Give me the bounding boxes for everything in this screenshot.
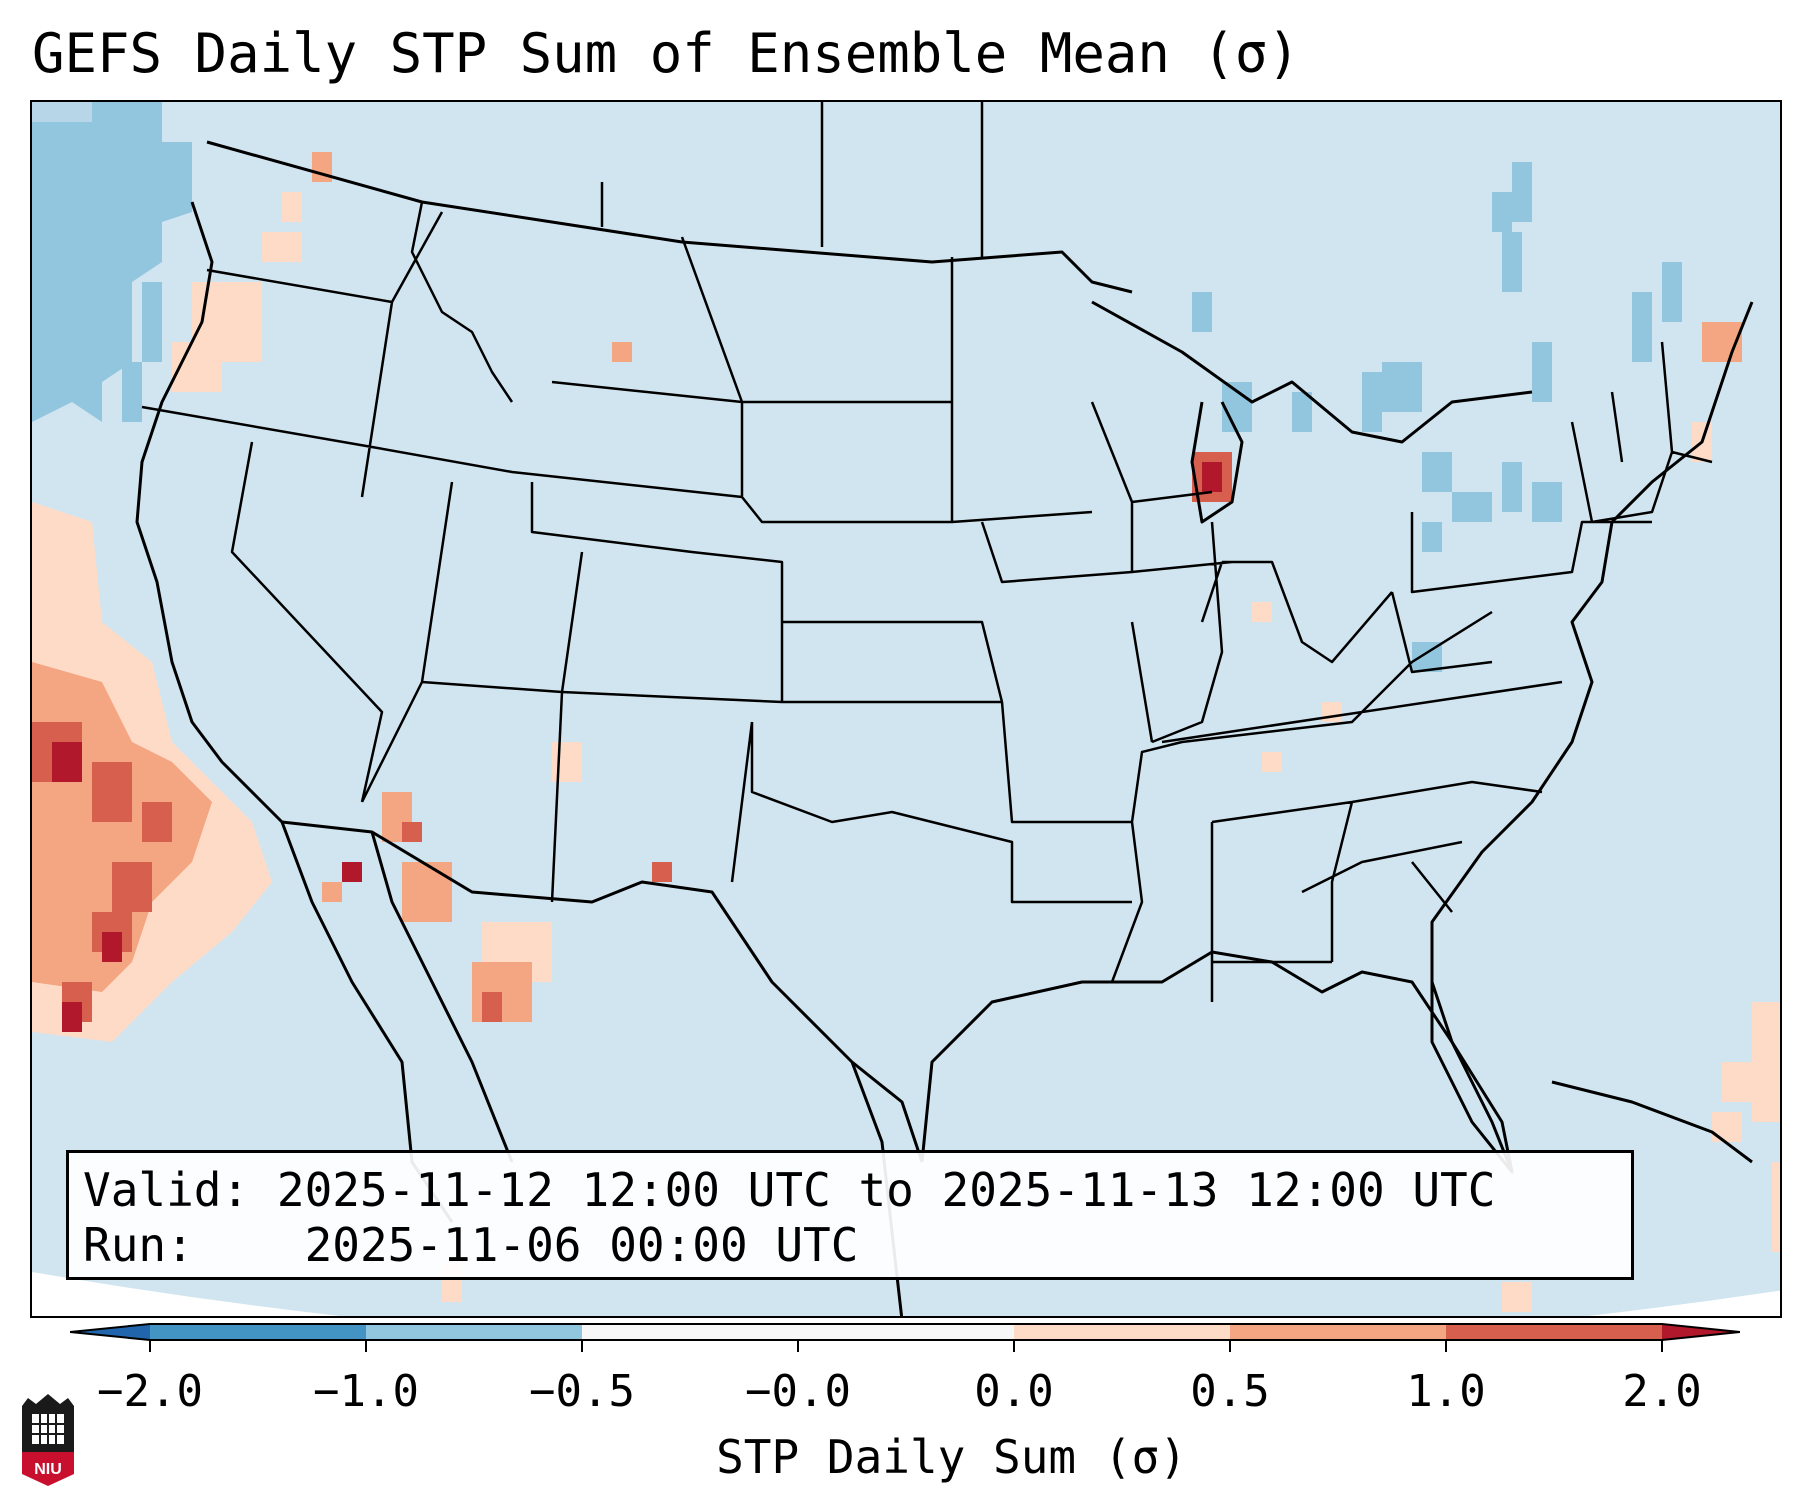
- colorbar-segment: [366, 1324, 582, 1340]
- colorbar-tick-label: 2.0: [1622, 1366, 1702, 1417]
- negative-anomaly-cells: [32, 102, 1682, 672]
- colorbar-tick-label: −1.0: [313, 1366, 419, 1417]
- colorbar-tick-label: −0.5: [529, 1366, 635, 1417]
- colorbar-segment: [1446, 1324, 1662, 1340]
- run-value: 2025-11-06 00:00 UTC: [304, 1218, 859, 1272]
- valid-value: 2025-11-12 12:00 UTC to 2025-11-13 12:00…: [276, 1163, 1496, 1217]
- map-domain: [32, 102, 1780, 1316]
- mexico-border: [281, 820, 924, 1163]
- colorbar-tick-label: 1.0: [1406, 1366, 1486, 1417]
- colorbar-outline: [70, 1323, 1740, 1341]
- colorbar-tick-label: −2.0: [97, 1366, 203, 1417]
- logo-text: NIU: [34, 1461, 62, 1478]
- cuba: [1551, 1080, 1753, 1164]
- atlantic-coastline: [1430, 301, 1754, 982]
- colorbar-title-text: STP Daily Sum (σ): [716, 1430, 1187, 1484]
- map-panel[interactable]: [30, 100, 1782, 1318]
- map-title: GEFS Daily STP Sum of Ensemble Mean (σ): [32, 22, 1300, 85]
- gulf-coastline: [920, 950, 1514, 1174]
- state-boundaries: [141, 102, 1713, 1002]
- map-svg: [32, 102, 1780, 1316]
- niu-logo: NIU: [22, 1394, 74, 1486]
- colorbar-under-extend: [70, 1324, 150, 1340]
- colorbar-segment: [582, 1324, 1014, 1340]
- valid-time-box: Valid: 2025-11-12 12:00 UTC to 2025-11-1…: [66, 1150, 1634, 1280]
- colorbar-segment: [1230, 1324, 1446, 1340]
- pacific-coastline: [135, 201, 284, 824]
- colorbar-over-extend: [1662, 1324, 1740, 1340]
- florida-peninsula: [1430, 981, 1514, 1173]
- colorbar-tick-label: −0.0: [745, 1366, 851, 1417]
- colorbar-tick-label: 0.5: [1190, 1366, 1270, 1417]
- colorbar-segment: [1014, 1324, 1230, 1340]
- lake-michigan: [1190, 401, 1244, 524]
- colorbar-segment: [150, 1324, 366, 1340]
- colorbar: [70, 1323, 1740, 1352]
- colorbar-tick-label: 0.0: [974, 1366, 1054, 1417]
- valid-label: Valid:: [83, 1163, 250, 1217]
- gulf-of-california: [370, 831, 514, 1163]
- great-lakes-outline: [1091, 300, 1533, 444]
- run-label: Run:: [83, 1218, 194, 1272]
- colorbar-title: STP Daily Sum (σ): [0, 1430, 1803, 1484]
